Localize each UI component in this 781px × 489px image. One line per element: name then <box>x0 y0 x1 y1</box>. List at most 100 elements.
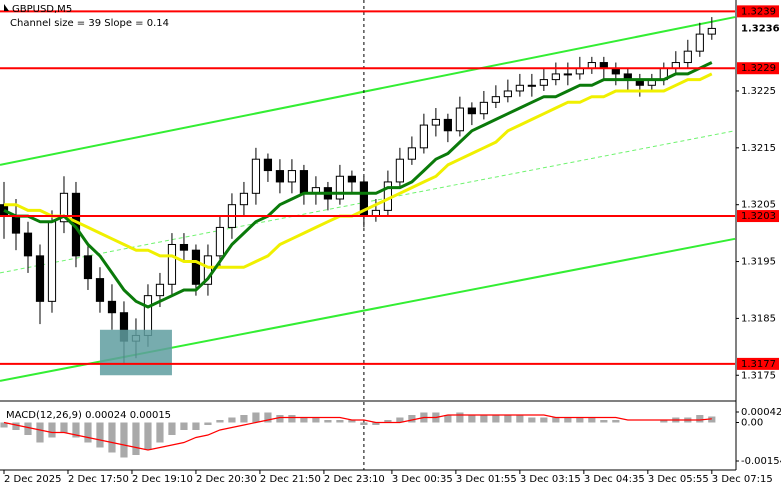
candle-body <box>503 90 512 98</box>
macd-bar <box>576 417 584 423</box>
macd-bar <box>480 415 488 423</box>
y-tick-label: 1.3205 <box>741 200 776 211</box>
macd-bar <box>12 422 20 430</box>
macd-bar <box>360 422 368 425</box>
x-tick-label: 2 Dec 23:10 <box>324 474 385 485</box>
macd-bar <box>588 417 596 423</box>
candle-body <box>563 73 572 76</box>
candle-body <box>35 255 45 302</box>
macd-bar <box>708 416 716 423</box>
macd-bar <box>168 422 176 435</box>
y-tick-label: 0.00 <box>741 418 763 429</box>
candle-body <box>527 84 536 87</box>
current-price-box <box>737 22 779 35</box>
macd-bar <box>0 422 8 428</box>
candle-body <box>263 158 273 172</box>
macd-bar <box>60 422 68 433</box>
macd-bar <box>192 422 200 430</box>
candle-body <box>191 249 201 285</box>
macd-bar <box>156 422 164 443</box>
candle-body <box>59 192 69 223</box>
candle-body <box>695 33 704 52</box>
y-tick-label: 1.3215 <box>741 143 776 154</box>
candle-body <box>455 107 464 132</box>
macd-bar <box>240 415 248 423</box>
macd-readout: 0.00024 <box>85 410 126 421</box>
candle-body <box>299 170 309 194</box>
x-tick-label: 2 Dec 20:30 <box>196 474 257 485</box>
macd-bar <box>468 415 476 423</box>
macd-bar <box>300 417 308 423</box>
signal-line <box>3 414 712 451</box>
macd-bar <box>660 420 668 423</box>
candle-body <box>539 79 548 86</box>
macd-bar <box>324 420 332 423</box>
y-tick-label: 1.3185 <box>741 313 776 324</box>
x-tick-label: 3 Dec 05:55 <box>648 474 709 485</box>
x-tick-label: 2 Dec 17:50 <box>68 474 129 485</box>
level-label-box <box>737 5 779 18</box>
chart-subtitle: Channel size = 39 Slope = 0.14 <box>10 18 169 29</box>
candle-body <box>419 124 428 149</box>
macd-header: MACD(12,26,9) 0.00024 0.00015 <box>6 410 171 421</box>
candle-body <box>11 215 21 234</box>
macd-bar <box>72 422 80 438</box>
x-tick-label: 3 Dec 01:55 <box>456 474 517 485</box>
macd-bar <box>348 420 356 423</box>
level-label-box <box>737 62 779 75</box>
candle-body <box>491 96 500 103</box>
y-tick-label: -0.00154 <box>741 456 781 467</box>
macd-bar <box>528 417 536 423</box>
x-tick-label: 2 Dec 2025 <box>4 474 62 485</box>
candle-body <box>395 158 404 183</box>
candle-body <box>23 232 33 257</box>
candle-body <box>143 295 153 336</box>
y-tick-label: 0.00042 <box>741 407 781 418</box>
candle-body <box>347 175 357 183</box>
y-tick-label: 1.3195 <box>741 257 776 268</box>
candle-body <box>239 192 249 206</box>
candle-body <box>251 158 261 194</box>
macd-bar <box>264 412 272 423</box>
candle-body <box>551 73 560 81</box>
candle-body <box>683 50 692 64</box>
candle-body <box>215 226 225 257</box>
macd-bar <box>96 422 104 448</box>
macd-bar <box>504 415 512 423</box>
macd-bar <box>408 415 416 423</box>
macd-bar <box>48 422 56 438</box>
macd-bar <box>228 417 236 423</box>
macd-bar <box>180 422 188 430</box>
level-label: 1.3229 <box>741 63 776 74</box>
macd-bar <box>276 415 284 423</box>
candle-body <box>407 147 416 160</box>
signal-readout: 0.00015 <box>130 410 171 421</box>
candle-body <box>155 283 165 297</box>
macd-bar <box>204 422 212 425</box>
x-tick-label: 2 Dec 21:50 <box>260 474 321 485</box>
candle-body <box>335 175 345 200</box>
y-tick-label: 1.3175 <box>741 370 776 381</box>
macd-bar <box>396 417 404 423</box>
candle-body <box>431 118 440 126</box>
candle-body <box>47 221 57 302</box>
macd-bar <box>600 420 608 423</box>
candle-body <box>515 84 524 92</box>
candle-body <box>179 243 189 251</box>
candle-body <box>467 107 476 115</box>
macd-bar <box>384 420 392 423</box>
macd-bar <box>24 422 32 435</box>
macd-bar <box>144 422 152 450</box>
macd-bar <box>372 422 380 425</box>
chart-title: GBPUSD,M5 <box>12 4 72 15</box>
macd-bar <box>84 422 92 443</box>
x-tick-label: 3 Dec 00:35 <box>392 474 453 485</box>
macd-bar <box>36 422 44 443</box>
macd-bar <box>516 415 524 423</box>
macd-bar <box>696 415 704 423</box>
candle-body <box>107 300 117 314</box>
level-label: 1.3239 <box>741 6 776 17</box>
candle-body <box>287 170 297 183</box>
candle-body <box>203 255 213 285</box>
